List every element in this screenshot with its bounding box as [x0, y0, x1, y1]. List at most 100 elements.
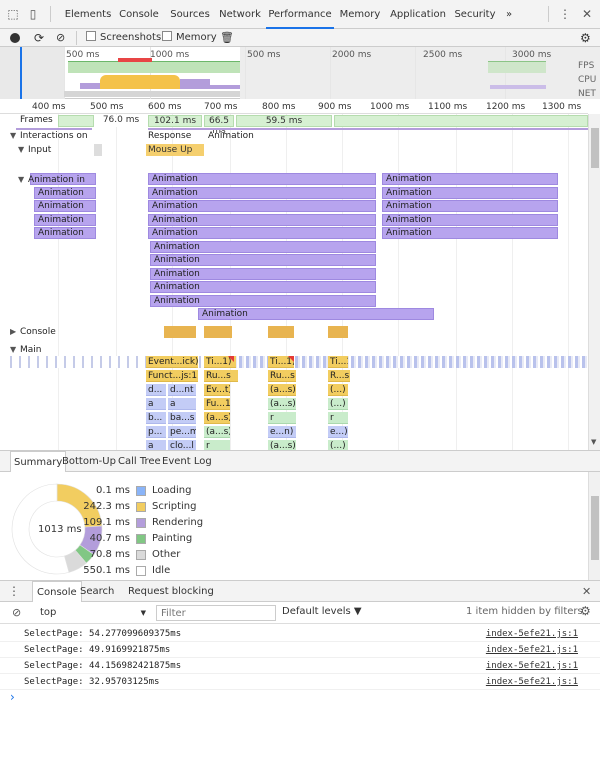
- anon-block[interactable]: (...): [328, 384, 348, 396]
- tab-summary[interactable]: Summary: [10, 451, 67, 473]
- call-block[interactable]: a: [146, 440, 166, 450]
- console-time-block[interactable]: [164, 326, 196, 338]
- anon-block[interactable]: (a...s): [268, 398, 296, 410]
- call-block[interactable]: p...: [146, 426, 166, 438]
- screenshots-checkbox[interactable]: Screenshots: [86, 31, 161, 45]
- tab-sources[interactable]: Sources: [170, 9, 210, 20]
- tab-performance[interactable]: Performance: [266, 0, 334, 29]
- frame-block[interactable]: [58, 115, 94, 127]
- anon-block[interactable]: (a...s): [204, 412, 230, 424]
- animation-block[interactable]: Animation: [150, 281, 376, 293]
- console-time-block[interactable]: [204, 326, 232, 338]
- animation-block[interactable]: Animation: [198, 308, 434, 320]
- run-block[interactable]: R...s: [328, 370, 350, 382]
- garbage-collect-icon[interactable]: 🗑: [220, 31, 234, 44]
- interactions-track-header[interactable]: ▼ Interactions on: [10, 130, 88, 142]
- call-block[interactable]: a: [168, 398, 196, 410]
- reload-icon[interactable]: ⟳: [34, 31, 45, 45]
- scroll-down-icon[interactable]: ▼: [591, 438, 597, 446]
- frame-block[interactable]: 66.5 ms: [204, 115, 234, 136]
- anon-block[interactable]: (...): [328, 398, 348, 410]
- call-block[interactable]: r: [328, 412, 348, 424]
- expand-triangle-icon[interactable]: ▶: [10, 327, 17, 336]
- animation-block[interactable]: Animation: [34, 227, 96, 239]
- tab-elements[interactable]: Elements: [64, 9, 112, 20]
- timer-block[interactable]: Ti...1): [328, 356, 348, 368]
- tab-application[interactable]: Application: [390, 9, 446, 20]
- tab-event-log[interactable]: Event Log: [162, 456, 212, 467]
- frame-block[interactable]: 102.1 ms: [148, 115, 202, 127]
- animation-block[interactable]: [30, 173, 96, 185]
- animation-block[interactable]: Animation: [382, 227, 558, 239]
- call-block[interactable]: e...n): [268, 426, 296, 438]
- anon-block[interactable]: (a...s): [268, 440, 296, 450]
- console-settings-gear-icon[interactable]: ⚙: [580, 604, 591, 618]
- source-link[interactable]: index-5efe21.js:1: [485, 661, 578, 671]
- drawer-menu-icon[interactable]: ⋮: [8, 584, 20, 598]
- anon-block[interactable]: (a...s): [204, 426, 230, 438]
- timer-block[interactable]: Ti...1): [268, 356, 294, 368]
- tab-console[interactable]: Console: [119, 9, 159, 20]
- animation-block[interactable]: Animation: [150, 268, 376, 280]
- run-block[interactable]: Ru...s: [268, 370, 296, 382]
- call-block[interactable]: pe...m: [168, 426, 196, 438]
- tabs-overflow-icon[interactable]: »: [505, 9, 513, 20]
- animation-block[interactable]: Animation: [150, 254, 376, 266]
- animation-block[interactable]: Animation: [382, 214, 558, 226]
- frame-block[interactable]: [334, 115, 588, 127]
- animation-block[interactable]: Animation: [148, 214, 376, 226]
- animation-block[interactable]: Animation: [34, 214, 96, 226]
- console-time-block[interactable]: [328, 326, 348, 338]
- animation-block[interactable]: Animation: [34, 200, 96, 212]
- record-icon[interactable]: [10, 33, 20, 43]
- scrollbar-thumb[interactable]: [591, 128, 599, 168]
- tab-network[interactable]: Network: [219, 9, 261, 20]
- tab-call-tree[interactable]: Call Tree: [118, 456, 161, 467]
- input-event[interactable]: [94, 144, 102, 156]
- clear-icon[interactable]: ⊘: [56, 31, 66, 44]
- tab-memory[interactable]: Memory: [339, 9, 381, 20]
- collapse-triangle-icon[interactable]: ▼: [10, 131, 17, 140]
- checkbox-box[interactable]: [86, 31, 96, 41]
- function-call-block[interactable]: Funct...js:1): [146, 370, 198, 382]
- source-link[interactable]: index-5efe21.js:1: [485, 629, 578, 639]
- drawer-tab-console[interactable]: Console: [32, 581, 82, 603]
- source-link[interactable]: index-5efe21.js:1: [485, 677, 578, 687]
- animation-block[interactable]: Animation: [382, 173, 558, 185]
- animation-block[interactable]: Animation: [34, 187, 96, 199]
- mouse-up-event[interactable]: Mouse Up: [146, 144, 204, 156]
- device-toolbar-icon[interactable]: ▯: [29, 7, 37, 21]
- call-block[interactable]: e...): [328, 426, 348, 438]
- timeline-overview[interactable]: 500 ms 1000 ms 500 ms 2000 ms 2500 ms 30…: [0, 47, 600, 99]
- animation-block[interactable]: Animation: [148, 200, 376, 212]
- close-drawer-icon[interactable]: ✕: [582, 585, 592, 598]
- event-block[interactable]: Ev...t): [204, 384, 230, 396]
- console-filter-input[interactable]: [156, 605, 276, 621]
- main-track-header[interactable]: ▼ Main: [10, 344, 42, 356]
- memory-checkbox[interactable]: Memory: [162, 31, 217, 45]
- anon-block[interactable]: (a...s): [268, 384, 296, 396]
- input-track-header[interactable]: ▼ Input: [18, 144, 51, 156]
- source-link[interactable]: index-5efe21.js:1: [485, 645, 578, 655]
- tab-security[interactable]: Security: [454, 9, 496, 20]
- call-block[interactable]: r: [204, 440, 230, 450]
- animation-block[interactable]: Animation: [148, 227, 376, 239]
- flame-chart-scrollbar[interactable]: ▼: [588, 114, 600, 450]
- frame-block[interactable]: 59.5 ms: [236, 115, 332, 127]
- console-time-block[interactable]: [268, 326, 294, 338]
- call-block[interactable]: r: [268, 412, 296, 424]
- context-selector[interactable]: top ▼: [36, 605, 148, 621]
- call-block[interactable]: b...: [146, 412, 166, 424]
- anon-block[interactable]: (...): [328, 440, 348, 450]
- drawer-tab-search[interactable]: Search: [80, 586, 115, 597]
- console-prompt-icon[interactable]: ›: [10, 690, 15, 704]
- drawer-tab-request-blocking[interactable]: Request blocking: [128, 586, 214, 597]
- animation-block[interactable]: Animation: [148, 173, 376, 185]
- more-options-icon[interactable]: ⋮: [559, 7, 571, 21]
- inspect-element-icon[interactable]: ⬚: [7, 7, 19, 21]
- settings-gear-icon[interactable]: ⚙: [580, 31, 591, 45]
- collapse-triangle-icon[interactable]: ▼: [10, 345, 17, 354]
- clear-console-icon[interactable]: ⊘: [12, 606, 22, 619]
- collapse-triangle-icon[interactable]: ▼: [18, 145, 25, 154]
- animation-track-header[interactable]: ▼ Animation in: [18, 174, 85, 186]
